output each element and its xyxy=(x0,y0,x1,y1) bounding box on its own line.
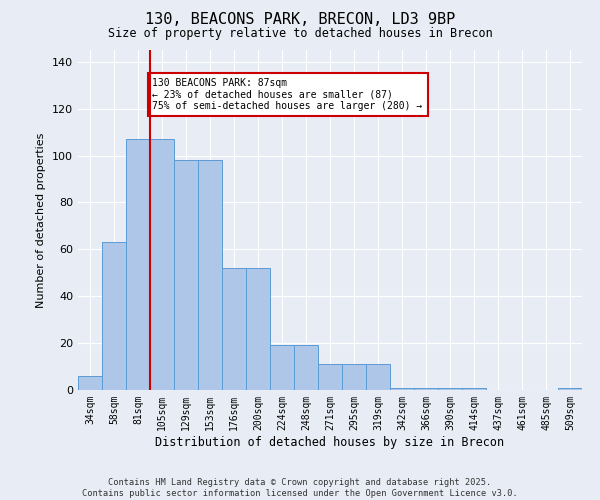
Bar xyxy=(78,376,102,390)
Bar xyxy=(558,388,582,390)
Bar xyxy=(270,346,294,390)
Bar xyxy=(342,364,366,390)
Bar xyxy=(390,388,414,390)
Text: 130 BEACONS PARK: 87sqm
← 23% of detached houses are smaller (87)
75% of semi-de: 130 BEACONS PARK: 87sqm ← 23% of detache… xyxy=(152,78,422,112)
Bar xyxy=(102,242,126,390)
Bar xyxy=(366,364,390,390)
Text: Contains HM Land Registry data © Crown copyright and database right 2025.
Contai: Contains HM Land Registry data © Crown c… xyxy=(82,478,518,498)
Bar xyxy=(462,388,486,390)
Bar xyxy=(198,160,222,390)
Y-axis label: Number of detached properties: Number of detached properties xyxy=(37,132,46,308)
Bar xyxy=(150,139,174,390)
Bar xyxy=(438,388,462,390)
Text: 130, BEACONS PARK, BRECON, LD3 9BP: 130, BEACONS PARK, BRECON, LD3 9BP xyxy=(145,12,455,28)
Bar xyxy=(294,346,318,390)
Bar xyxy=(246,268,270,390)
Bar xyxy=(174,160,198,390)
Bar xyxy=(222,268,246,390)
X-axis label: Distribution of detached houses by size in Brecon: Distribution of detached houses by size … xyxy=(155,436,505,448)
Bar xyxy=(414,388,438,390)
Text: Size of property relative to detached houses in Brecon: Size of property relative to detached ho… xyxy=(107,28,493,40)
Bar xyxy=(318,364,342,390)
Bar xyxy=(126,139,150,390)
